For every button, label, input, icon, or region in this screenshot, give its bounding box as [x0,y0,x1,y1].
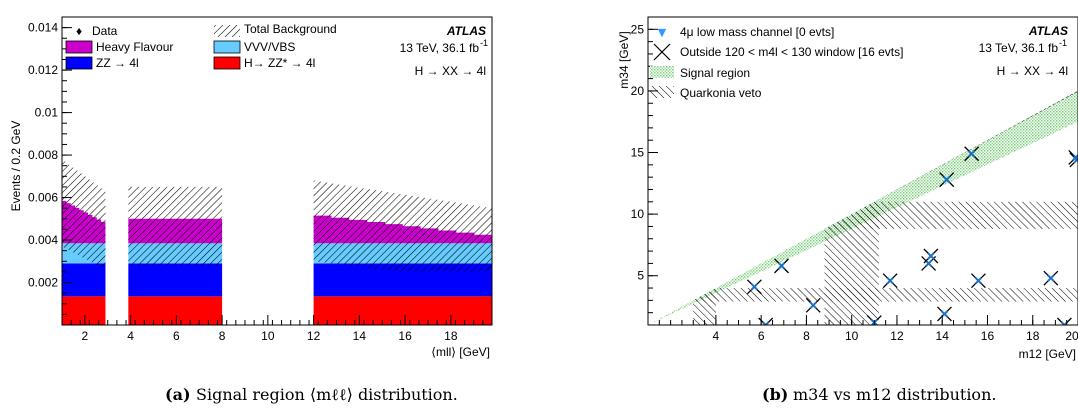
event-point [970,273,986,289]
panel-b: 4 6 8 10 12 14 16 18 20 5 10 15 20 25 m34 [GeV] m12 [… [617,16,1078,404]
legend-signal-region-swatch [650,66,674,78]
event-point [923,248,939,264]
y-tick-label: 0.012 [28,63,58,77]
axis-ticks: 2 4 6 8 10 12 14 16 18 0.002 0.004 0.006 0.008 0.01 0.… [28,21,493,343]
event-point [939,172,955,188]
legend-hzz-label: H→ ZZ* → 4l [244,56,315,70]
plot-frame [61,16,493,326]
legend-data-marker: ♦ [76,24,82,38]
energy-label: 13 TeV, 36.1 fb [979,41,1059,55]
x-tick-label: 10 [845,329,859,343]
uncertainty-band [62,159,106,270]
x-tick-label: 12 [890,329,904,343]
y-tick-label: 0.006 [28,191,58,205]
panel-a: 2 4 6 8 10 12 14 16 18 0.002 0.004 0.006 0.008 0.01 0.… [9,16,493,404]
legend-zz-swatch [65,56,93,70]
atlas-label: ATLAS [1028,24,1068,38]
x-tick-label: 6 [173,329,180,343]
event-point [1043,270,1059,286]
uncertainty-band [313,180,492,272]
regions [648,17,1078,325]
y-tick-label: 15 [631,146,645,160]
legend-heavy-flavour-label: Heavy Flavour [96,40,173,54]
energy-superscript: -1 [1059,38,1067,48]
y-tick-label: 0.008 [28,148,58,162]
legend-hzz-swatch [213,56,241,70]
legend-outside-marker [653,43,671,61]
legend-data-label: Data [92,24,118,38]
quarkonia-veto-region [693,288,716,325]
x-axis-label: m12 [GeV] [1019,347,1076,361]
caption-text: m34 vs m12 distribution. [793,385,996,404]
legend-total-bkg-swatch [214,25,240,37]
legend-low-mass-marker: ▼ [658,26,667,39]
y-tick-label: 10 [631,207,645,221]
y-tick-label: 0.01 [35,106,59,120]
x-tick-label: 10 [261,329,275,343]
process-label: H → XX → 4l [415,64,486,78]
legend-quarkonia-swatch [650,86,674,98]
y-tick-label: 0.004 [28,233,58,247]
axis-ticks: 4 6 8 10 12 14 16 18 20 5 10 15 20 25 [631,16,1078,343]
bar-hzz [313,296,492,325]
legend-heavy-flavour-swatch [65,40,93,54]
event-point [964,146,980,162]
event-point [1069,152,1078,168]
event-point [937,306,952,322]
x-tick-label: 16 [981,329,995,343]
energy-superscript: -1 [480,38,488,48]
x-tick-label: 14 [936,329,950,343]
legend: ▼ 4μ low mass channel [0 evts] Outside 1… [650,25,903,100]
bar-zz [62,263,106,297]
legend-outside-label: Outside 120 < m4l < 130 window [16 evts] [680,45,903,59]
x-tick-label: 4 [713,329,720,343]
y-tick-label: 0.014 [28,21,58,35]
legend-vvv-label: VVV/VBS [244,40,295,54]
legend-low-mass-label: 4μ low mass channel [0 evts] [680,25,834,39]
x-tick-label: 18 [444,329,458,343]
caption-text: Signal region ⟨mℓℓ⟩ distribution. [196,385,458,404]
x-tick-label: 4 [127,329,134,343]
y-tick-label: 0.002 [28,276,58,290]
legend-total-bkg-label: Total Background [244,22,337,36]
energy-label: 13 TeV, 36.1 fb [400,41,480,55]
legend-signal-region-label: Signal region [680,66,750,80]
quarkonia-veto-region [693,288,1078,302]
y-tick-label: 25 [631,22,645,36]
x-tick-label: 6 [758,329,765,343]
x-axis-label: ⟨mll⟩ [GeV] [431,345,490,359]
x-tick-label: 8 [803,329,810,343]
event-point [805,297,821,313]
caption-label: (b) [762,385,788,404]
atlas-label: ATLAS [446,24,486,38]
caption-label: (a) [165,385,191,404]
legend-quarkonia-label: Quarkonia veto [680,86,762,100]
x-tick-label: 2 [82,329,89,343]
event-point [774,258,789,274]
x-tick-label: 16 [398,329,412,343]
mask [648,17,1078,325]
y-axis-label: m34 [GeV] [617,31,631,88]
legend-zz-label: ZZ → 4l [96,56,139,70]
legend: ♦ Data Heavy Flavour ZZ → 4l Total Backg… [65,22,337,70]
y-tick-label: 5 [637,269,644,283]
x-tick-label: 8 [219,329,226,343]
x-tick-label: 20 [1065,329,1078,343]
bar-zz [128,263,223,297]
x-tick-label: 14 [353,329,367,343]
y-axis-label: Events / 0.2 GeV [9,121,23,212]
uncertainty-band [128,186,223,266]
legend-vvv-swatch [213,40,241,54]
event-point [746,279,762,295]
x-tick-label: 18 [1026,329,1040,343]
y-tick-label: 20 [631,84,645,98]
x-tick-label: 12 [307,329,321,343]
process-label: H → XX → 4l [997,64,1068,78]
stacked-histogram [62,159,492,325]
event-point [882,273,898,289]
